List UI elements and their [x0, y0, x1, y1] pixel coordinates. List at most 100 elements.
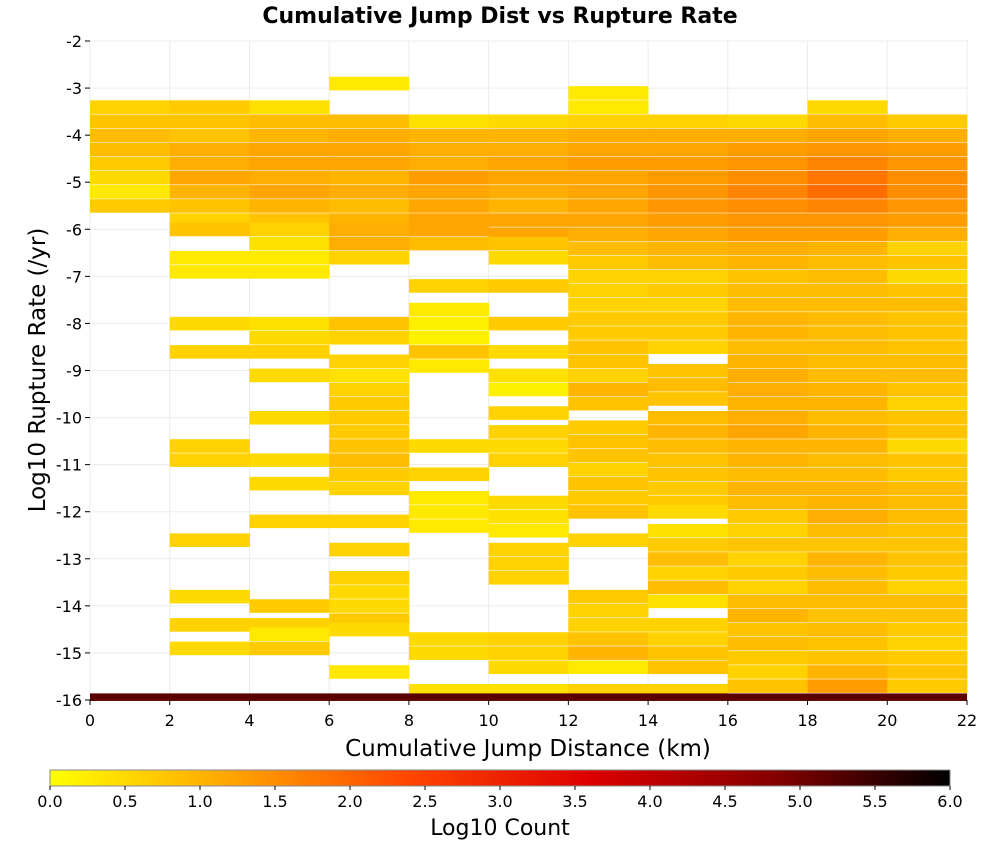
heatmap-cell: [329, 453, 410, 467]
heatmap-cell: [887, 128, 968, 143]
heatmap-cell: [249, 627, 330, 642]
heatmap-cell: [249, 250, 330, 265]
heatmap-cell: [568, 589, 649, 604]
heatmap-cell: [488, 453, 569, 467]
heatmap-cell: [568, 603, 649, 618]
heatmap-cell: [169, 185, 250, 199]
heatmap-cell: [648, 312, 729, 326]
heatmap-cell: [887, 509, 968, 524]
heatmap-cell: [488, 646, 569, 660]
heatmap-cell: [648, 326, 729, 340]
heatmap-cell: [727, 594, 808, 609]
heatmap-cell: [807, 128, 888, 143]
heatmap-cell: [249, 114, 330, 129]
y-tick-label: -2: [66, 32, 82, 51]
heatmap-cell: [727, 298, 808, 312]
heatmap-cell: [807, 185, 888, 199]
y-tick-label: -10: [56, 409, 82, 428]
colorbar-tick-label: 4.5: [712, 792, 737, 811]
heatmap-cell: [887, 538, 968, 552]
heatmap-cell: [727, 636, 808, 651]
heatmap-cell: [488, 425, 569, 439]
heatmap-cell: [807, 227, 888, 241]
heatmap-cell: [727, 368, 808, 383]
y-tick-label: -6: [66, 220, 82, 239]
heatmap-cell: [727, 523, 808, 538]
heatmap-cell: [648, 392, 729, 406]
heatmap-cell: [488, 345, 569, 359]
y-tick-label: -5: [66, 173, 82, 192]
heatmap-cell: [329, 330, 410, 345]
heatmap-cell: [807, 199, 888, 213]
heatmap-cell: [169, 439, 250, 453]
colorbar-tick-label: 6.0: [937, 792, 962, 811]
heatmap-cell: [488, 213, 569, 227]
heatmap-cell: [408, 505, 490, 519]
heatmap-cell: [408, 345, 490, 359]
heatmap-cell: [329, 514, 410, 529]
heatmap-cell: [727, 679, 808, 693]
heatmap-cell: [727, 185, 808, 199]
heatmap-cell: [329, 236, 410, 251]
heatmap-cell: [648, 283, 729, 298]
heatmap-cell: [568, 420, 649, 434]
heatmap-cell: [727, 213, 808, 227]
y-tick-label: -11: [56, 456, 82, 475]
heatmap-cell: [568, 505, 649, 519]
heatmap-cell: [249, 514, 330, 529]
heatmap-cells: [90, 76, 968, 698]
heatmap-cell: [568, 476, 649, 491]
heatmap-cell: [887, 679, 968, 693]
heatmap-cell: [488, 316, 569, 331]
heatmap-cell: [488, 236, 569, 251]
heatmap-cell: [887, 269, 968, 284]
heatmap-cell: [727, 665, 808, 679]
heatmap-cell: [887, 608, 968, 623]
heatmap-cell: [249, 641, 330, 656]
heatmap-cell: [648, 142, 729, 157]
heatmap-cell: [648, 632, 729, 646]
heatmap-cell: [807, 679, 888, 693]
colorbar: [49, 769, 951, 787]
heatmap-cell: [648, 439, 729, 453]
heatmap-cell: [807, 340, 888, 354]
heatmap-cell: [648, 646, 729, 660]
heatmap-cell: [169, 170, 250, 185]
heatmap-cell: [648, 170, 729, 185]
heatmap-cell: [249, 316, 330, 331]
heatmap-cell: [329, 354, 410, 369]
heatmap-cell: [568, 312, 649, 326]
heatmap-cell: [169, 316, 250, 331]
heatmap-cell: [568, 128, 649, 143]
heatmap-cell: [488, 199, 569, 213]
heatmap-cell: [488, 660, 569, 675]
heatmap-cell: [568, 170, 649, 185]
heatmap-cell: [408, 199, 490, 213]
heatmap-cell: [568, 269, 649, 284]
heatmap-cell: [727, 170, 808, 185]
y-tick-label: -4: [66, 126, 82, 145]
heatmap-cell: [887, 156, 968, 171]
heatmap-cell: [648, 618, 729, 632]
heatmap-cell: [568, 213, 649, 227]
heatmap-cell: [727, 142, 808, 157]
heatmap-cell: [568, 340, 649, 354]
heatmap-cell: [648, 340, 729, 354]
heatmap-cell: [408, 302, 490, 317]
heatmap-cell: [648, 199, 729, 213]
x-tick-label: 0: [85, 711, 95, 730]
heatmap-cell: [488, 250, 569, 265]
heatmap-cell: [408, 128, 490, 143]
x-axis-label: Cumulative Jump Distance (km): [345, 736, 711, 762]
heatmap-cell: [727, 283, 808, 298]
heatmap-cell: [568, 241, 649, 256]
heatmap-cell: [727, 552, 808, 566]
colorbar-tick-label: 0.0: [37, 792, 62, 811]
colorbar-tick-label: 2.0: [337, 792, 362, 811]
heatmap-cell: [648, 255, 729, 270]
heatmap-cell: [169, 265, 250, 279]
heatmap-cell: [807, 608, 888, 623]
heatmap-cell: [488, 542, 569, 557]
heatmap-cell: [568, 396, 649, 411]
heatmap-cell: [568, 283, 649, 298]
